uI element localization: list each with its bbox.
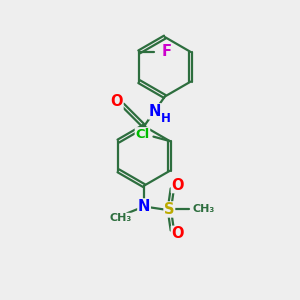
Text: H: H (161, 112, 171, 125)
Text: CH₃: CH₃ (109, 213, 131, 224)
Text: CH₃: CH₃ (192, 204, 214, 214)
Text: N: N (149, 104, 161, 119)
Text: O: O (171, 226, 184, 241)
Text: O: O (110, 94, 123, 110)
Text: O: O (171, 178, 184, 193)
Text: N: N (138, 199, 150, 214)
Text: S: S (164, 202, 175, 217)
Text: F: F (161, 44, 172, 59)
Text: Cl: Cl (135, 128, 150, 141)
